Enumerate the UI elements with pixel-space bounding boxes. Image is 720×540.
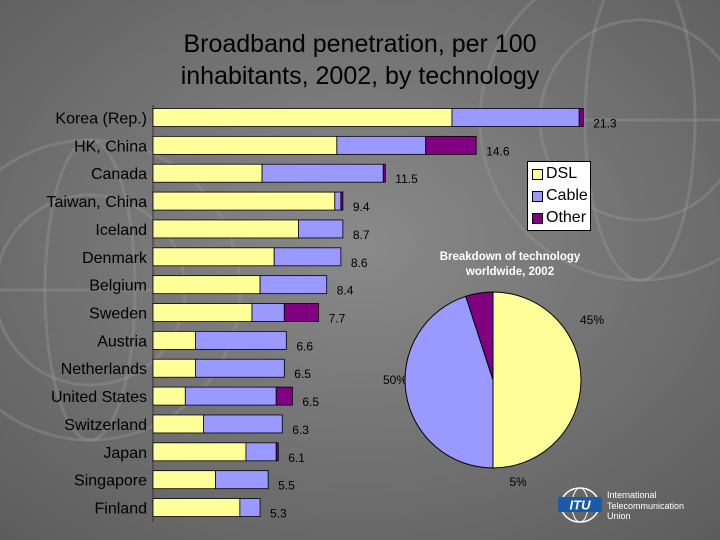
data-label-canada: 11.5	[395, 172, 418, 186]
pie-label-dsl: 50%	[383, 373, 407, 387]
data-label-singapore: 5.5	[278, 479, 295, 493]
data-label-taiwan-china: 9.4	[353, 200, 370, 214]
data-label-belgium: 8.4	[337, 284, 354, 298]
bar-canada-dsl	[152, 163, 263, 183]
legend-swatch-dsl	[532, 169, 543, 180]
bar-switzerland-cable	[203, 414, 283, 434]
bar-singapore-cable	[215, 470, 269, 490]
itu-logo: ITU	[558, 487, 602, 523]
bar-japan-dsl	[152, 442, 247, 462]
bar-singapore-dsl	[152, 470, 217, 490]
pie-title-line-2: worldwide, 2002	[465, 266, 555, 278]
data-label-united-states: 6.5	[302, 395, 319, 409]
data-label-iceland: 8.7	[353, 228, 370, 242]
itu-logo-text: ITU	[570, 498, 592, 513]
bar-netherlands-cable	[195, 358, 285, 378]
bar-denmark-cable	[273, 247, 342, 267]
category-label-hk-china: HK, China	[74, 138, 147, 155]
pie-chart: 50% 45% 5%	[383, 291, 604, 489]
legend-label-dsl: DSL	[546, 165, 578, 182]
legend-label-other: Other	[546, 209, 587, 226]
bar-finland-cable	[239, 498, 261, 517]
pie-slice-other	[465, 291, 494, 381]
bar-taiwan-china-dsl	[152, 191, 336, 211]
data-label-sweden: 7.7	[329, 312, 346, 326]
chart-title: Broadband penetration, per 100 inhabitan…	[100, 28, 620, 92]
bars-layer: Korea (Rep.) 21.3 HK, China 14.6 Canada 11.5 T…	[47, 108, 617, 521]
pie-slice-dsl	[492, 291, 582, 469]
bar-united-states-dsl	[152, 386, 186, 406]
chart-title-line-2: inhabitants, 2002, by technology	[180, 62, 540, 90]
bar-canada-other	[382, 163, 386, 183]
category-label-sweden: Sweden	[89, 306, 147, 323]
bar-austria-dsl	[152, 330, 196, 350]
chart-title-line-1: Broadband penetration, per 100	[183, 30, 537, 58]
data-label-austria: 6.6	[296, 339, 313, 353]
data-label-korea-rep: 21.3	[593, 117, 617, 131]
bar-belgium-cable	[259, 275, 328, 295]
category-label-united-states: United States	[51, 389, 147, 406]
bar-taiwan-china-other	[340, 191, 344, 211]
category-label-belgium: Belgium	[89, 278, 147, 295]
pie-slice-cable	[404, 295, 494, 469]
bar-korea-rep-other	[578, 108, 584, 127]
pie-title-line-1: Breakdown of technology	[439, 251, 581, 263]
category-label-korea-rep: Korea (Rep.)	[55, 111, 147, 128]
data-label-finland: 5.3	[270, 507, 287, 521]
category-label-denmark: Denmark	[82, 250, 148, 267]
bar-hk-china-dsl	[152, 135, 338, 155]
legend-swatch-other	[532, 213, 543, 224]
bar-netherlands-dsl	[152, 358, 196, 378]
category-label-iceland: Iceland	[95, 222, 147, 239]
bar-iceland-cable	[298, 219, 344, 239]
category-label-netherlands: Netherlands	[61, 361, 147, 378]
pie-label-cable: 45%	[580, 313, 604, 327]
pie-title: Breakdown of technology worldwide, 2002	[410, 250, 610, 280]
category-label-canada: Canada	[91, 166, 147, 183]
bar-austria-cable	[195, 330, 287, 350]
bar-iceland-dsl	[152, 219, 299, 239]
bar-finland-dsl	[152, 498, 241, 517]
category-label-switzerland: Switzerland	[64, 417, 147, 434]
legend-label-cable: Cable	[546, 187, 588, 204]
bar-sweden-dsl	[152, 303, 253, 322]
category-label-taiwan-china: Taiwan, China	[47, 194, 148, 211]
category-label-singapore: Singapore	[74, 473, 147, 490]
data-label-denmark: 8.6	[351, 256, 368, 270]
category-label-finland: Finland	[95, 501, 147, 518]
chart-legend: DSL Cable Other	[527, 161, 591, 231]
bar-canada-cable	[261, 163, 384, 183]
bar-hk-china-cable	[336, 135, 427, 155]
data-label-hk-china: 14.6	[486, 144, 510, 158]
bar-sweden-other	[283, 303, 320, 322]
bar-japan-cable	[245, 442, 277, 462]
bar-hk-china-other	[425, 135, 477, 155]
bar-united-states-cable	[184, 386, 277, 406]
bar-sweden-cable	[251, 303, 285, 322]
bar-belgium-dsl	[152, 275, 261, 295]
bar-united-states-other	[275, 386, 293, 406]
bar-taiwan-china-cable	[334, 191, 342, 211]
data-label-japan: 6.1	[288, 451, 305, 465]
data-label-netherlands: 6.5	[294, 367, 311, 381]
itu-text-line-3: Union	[607, 511, 631, 521]
category-label-japan: Japan	[103, 445, 147, 462]
category-label-austria: Austria	[97, 333, 147, 350]
bar-japan-other	[275, 442, 279, 462]
bar-switzerland-dsl	[152, 414, 204, 434]
bar-denmark-dsl	[152, 247, 275, 267]
bar-korea-rep-cable	[451, 108, 580, 127]
itu-text-line-2: Telecommunication	[607, 500, 685, 511]
pie-label-other: 5%	[509, 475, 527, 489]
legend-swatch-cable	[532, 191, 543, 202]
bar-korea-rep-dsl	[152, 108, 453, 127]
data-label-switzerland: 6.3	[292, 423, 309, 437]
itu-branding-text: International Telecommunication Union	[607, 490, 684, 522]
itu-text-line-1: International	[607, 490, 657, 500]
